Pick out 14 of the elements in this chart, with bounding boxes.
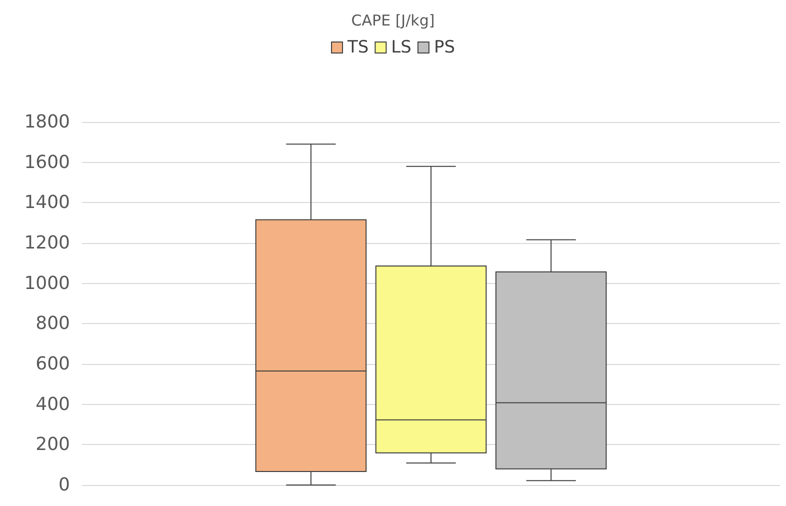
y-tick-label: 400	[36, 394, 70, 415]
y-tick-label: 1200	[24, 232, 70, 254]
y-tick-label: 1000	[24, 272, 70, 294]
y-tick-label: 1800	[24, 112, 70, 132]
y-tick-label: 1400	[24, 192, 70, 214]
y-tick-label: 600	[36, 354, 70, 374]
y-tick-label: 0	[58, 474, 70, 496]
legend-label: PS	[434, 38, 455, 58]
y-tick-label: 200	[36, 434, 70, 456]
y-tick-label: 1600	[24, 152, 70, 173]
legend-label: TS	[346, 38, 369, 58]
y-tick-label: 800	[36, 313, 70, 334]
legend-label: LS	[391, 38, 412, 58]
chart-title: CAPE [J/kg]	[351, 12, 435, 30]
